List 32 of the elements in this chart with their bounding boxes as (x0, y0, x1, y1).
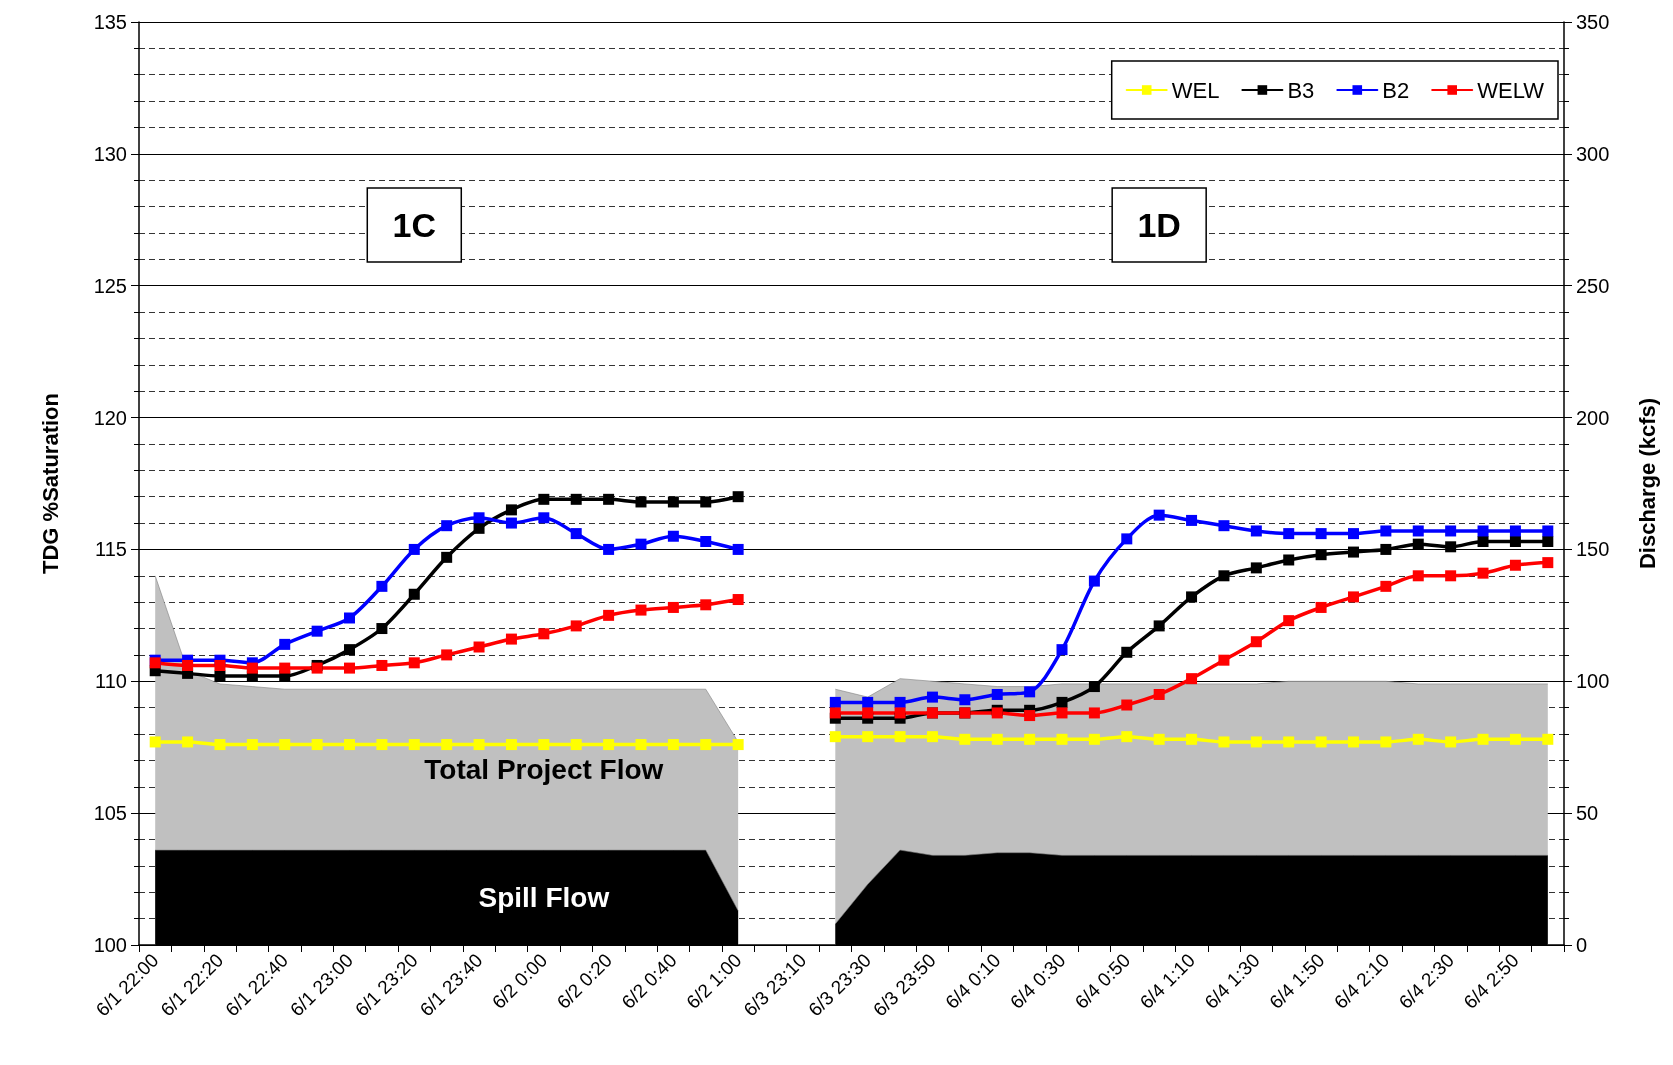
x-tick-label: 6/2 0:40 (617, 949, 681, 1013)
legend-label: B3 (1287, 77, 1315, 103)
y2-tick-label: 100 (1576, 670, 1610, 693)
series-label: Total Project Flow (424, 754, 664, 786)
y2-tick-label: 200 (1576, 406, 1610, 429)
y2-tick-label: 150 (1576, 538, 1610, 561)
y-tick-label: 115 (95, 538, 127, 561)
y2-tick-label: 0 (1576, 934, 1588, 956)
y-tick-label: 125 (93, 274, 127, 297)
x-tick-label: 6/4 0:10 (941, 949, 1005, 1013)
y2-tick-label: 50 (1576, 802, 1599, 825)
legend-label: WEL (1171, 77, 1220, 103)
y-axis-title: TDG %Saturation (37, 393, 63, 574)
x-tick-label: 6/4 0:30 (1006, 949, 1070, 1013)
legend-label: WELW (1477, 77, 1545, 103)
y-tick-label: 100 (93, 934, 127, 956)
annotation: 1D (1137, 206, 1181, 245)
x-tick-label: 6/2 0:20 (552, 949, 617, 1013)
legend-label: B2 (1382, 77, 1410, 103)
y2-tick-label: 250 (1576, 274, 1610, 297)
y-tick-label: 130 (93, 142, 127, 165)
y-tick-label: 120 (93, 406, 127, 429)
x-tick-label: 6/4 0:50 (1070, 949, 1135, 1013)
annotation: 1C (392, 206, 437, 245)
series-label: Spill Flow (478, 882, 610, 914)
y-tick-label: 110 (95, 670, 127, 693)
y2-tick-label: 350 (1576, 11, 1610, 33)
y2-tick-label: 300 (1576, 142, 1610, 165)
y2-axis-title: Discharge (kcfs) (1634, 397, 1660, 570)
y-tick-label: 105 (93, 802, 127, 825)
y-tick-label: 135 (93, 11, 127, 33)
x-tick-label: 6/2 0:00 (487, 949, 552, 1013)
